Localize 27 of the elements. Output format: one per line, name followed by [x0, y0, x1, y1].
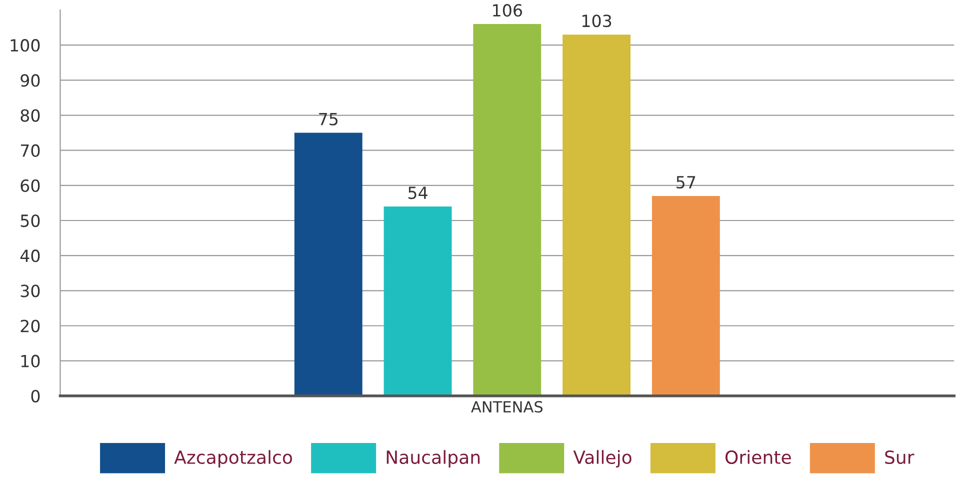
x-tick-label: ANTENAS — [471, 401, 543, 413]
y-tick-label: 10 — [21, 354, 40, 368]
data-label: 54 — [408, 186, 428, 200]
legend-label: Vallejo — [573, 450, 632, 468]
data-label: 75 — [319, 113, 338, 126]
bar — [652, 196, 720, 396]
bar — [473, 24, 542, 396]
bar — [562, 34, 631, 396]
bar — [384, 206, 452, 396]
y-tick-label: 80 — [20, 109, 40, 122]
legend-label: Naucalpan — [386, 450, 480, 468]
legend-label: Sur — [885, 450, 914, 464]
data-label: 57 — [676, 176, 696, 189]
data-label: 103 — [582, 14, 612, 28]
legend-label: Oriente — [725, 450, 791, 464]
y-tick-label: 40 — [20, 250, 40, 262]
y-tick-label: 50 — [20, 214, 40, 228]
y-tick-label: 70 — [20, 144, 40, 157]
y-tick-label: 30 — [20, 284, 40, 298]
data-label: 106 — [493, 4, 522, 17]
y-tick-label: 0 — [31, 390, 40, 402]
legend-label: Azcapotzalco — [174, 450, 292, 468]
y-tick-label: 100 — [10, 39, 40, 52]
y-tick-label: 60 — [20, 179, 40, 192]
y-tick-label: 90 — [20, 74, 40, 87]
bar — [294, 132, 362, 396]
y-tick-label: 20 — [20, 320, 40, 332]
